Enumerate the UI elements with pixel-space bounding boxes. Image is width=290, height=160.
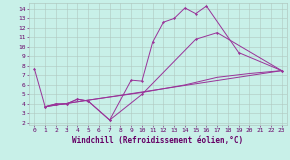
X-axis label: Windchill (Refroidissement éolien,°C): Windchill (Refroidissement éolien,°C): [72, 136, 244, 145]
